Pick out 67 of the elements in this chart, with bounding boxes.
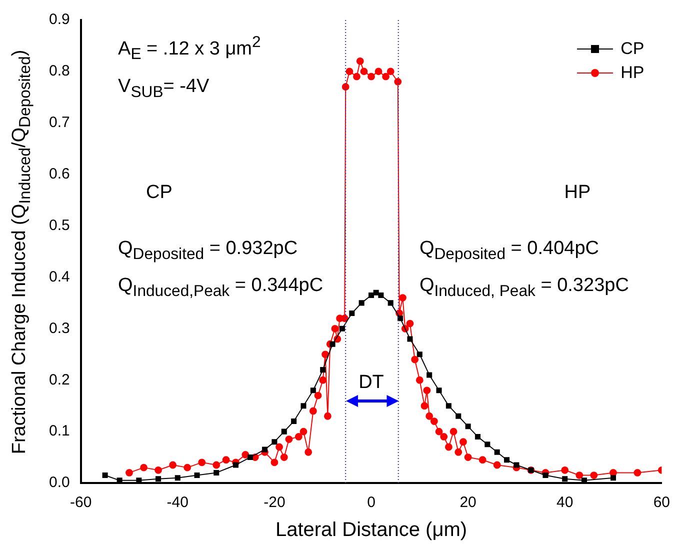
point: [610, 475, 616, 481]
point: [232, 462, 238, 468]
x-axis-title: Lateral Distance (μm): [275, 519, 468, 542]
y-tick-label: 0.9: [48, 11, 70, 28]
point: [416, 352, 422, 358]
point: [542, 472, 548, 478]
point: [358, 300, 364, 306]
point: [214, 470, 220, 476]
point: [436, 388, 442, 394]
point: [398, 316, 404, 322]
point: [349, 310, 355, 316]
point: [262, 446, 268, 452]
point: [272, 439, 278, 445]
point: [247, 454, 254, 460]
annotation: V$_{SUB}$= -4V: [118, 76, 210, 102]
point: [514, 462, 520, 468]
x-tick-label: -40: [166, 494, 188, 512]
point: [300, 403, 306, 409]
point: [194, 472, 200, 478]
point: [373, 290, 379, 296]
annotation: DT: [358, 372, 384, 394]
point: [465, 424, 471, 430]
point: [156, 476, 162, 482]
x-tick-label: -60: [70, 494, 92, 512]
y-tick-label: 0.2: [48, 371, 70, 388]
legend-label: HP: [620, 62, 644, 83]
point: [484, 442, 490, 448]
point: [368, 292, 374, 298]
annotation: Q$_{Induced,Peak}$ = 0.344pC: [118, 274, 324, 300]
point: [330, 341, 336, 347]
point: [504, 457, 510, 463]
point: [388, 300, 394, 306]
y-tick-label: 0.1: [48, 422, 70, 440]
y-tick-label: 0.8: [48, 62, 70, 80]
y-tick-label: 0.7: [48, 114, 70, 132]
point: [174, 475, 180, 481]
point: [562, 476, 568, 482]
point: [102, 472, 108, 478]
x-tick-label: 20: [460, 494, 476, 512]
y-tick-label: 0.4: [48, 268, 70, 286]
x-tick-label: 60: [653, 494, 670, 512]
y-tick-label: 0.0: [48, 474, 70, 492]
point: [474, 434, 480, 440]
annotation: HP: [564, 182, 591, 204]
point: [339, 326, 345, 332]
x-tick-label: -20: [264, 494, 286, 512]
annotation: CP: [146, 182, 172, 204]
point: [426, 372, 432, 378]
x-tick-label: 0: [367, 494, 376, 512]
annotation: Q$_{Deposited}$ = 0.404pC: [419, 238, 600, 264]
y-tick-label: 0.5: [48, 216, 70, 234]
point: [310, 388, 316, 394]
x-tick-label: 40: [556, 494, 574, 512]
point: [291, 418, 297, 424]
point: [494, 449, 500, 455]
point: [446, 403, 452, 409]
point: [320, 367, 326, 373]
y-tick-label: 0.3: [48, 320, 70, 337]
annotation: A$_{E}$ = .12 x 3 μm$^{2}$: [118, 34, 261, 64]
y-tick-label: 0.6: [48, 165, 70, 182]
point: [456, 413, 462, 419]
legend-label: CP: [620, 38, 644, 59]
point: [407, 336, 413, 342]
annotation: Q$_{Induced, Peak}$ = 0.323pC: [419, 274, 629, 300]
point: [281, 428, 287, 434]
point: [378, 292, 384, 298]
annotation: Q$_{Deposited}$ = 0.932pC: [118, 238, 298, 264]
